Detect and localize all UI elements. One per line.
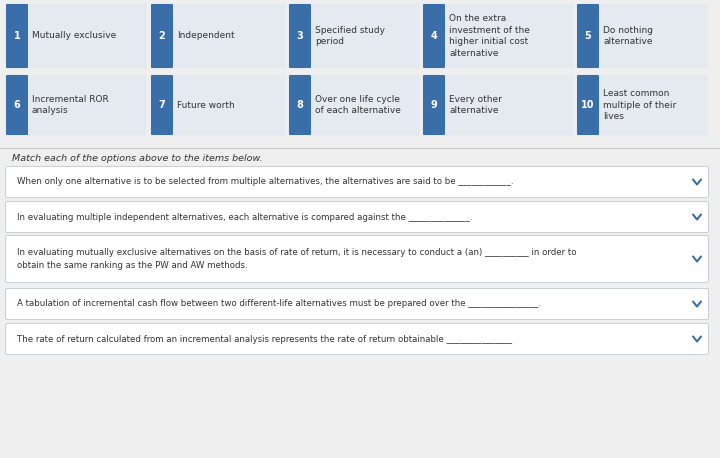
Text: 2: 2 bbox=[158, 31, 166, 41]
Text: Independent: Independent bbox=[177, 32, 235, 40]
FancyBboxPatch shape bbox=[6, 4, 28, 68]
Text: 5: 5 bbox=[585, 31, 591, 41]
FancyBboxPatch shape bbox=[6, 167, 708, 197]
Text: Specified study
period: Specified study period bbox=[315, 26, 385, 46]
Text: 1: 1 bbox=[14, 31, 20, 41]
FancyBboxPatch shape bbox=[151, 4, 173, 68]
FancyBboxPatch shape bbox=[6, 4, 146, 69]
FancyBboxPatch shape bbox=[6, 289, 708, 320]
Text: In evaluating mutually exclusive alternatives on the basis of rate of return, it: In evaluating mutually exclusive alterna… bbox=[17, 248, 577, 270]
FancyBboxPatch shape bbox=[150, 4, 286, 69]
FancyBboxPatch shape bbox=[423, 4, 445, 68]
FancyBboxPatch shape bbox=[151, 75, 173, 135]
FancyBboxPatch shape bbox=[6, 75, 28, 135]
FancyBboxPatch shape bbox=[289, 4, 311, 68]
Text: When only one alternative is to be selected from multiple alternatives, the alte: When only one alternative is to be selec… bbox=[17, 178, 513, 186]
Text: On the extra
investment of the
higher initial cost
alternative: On the extra investment of the higher in… bbox=[449, 14, 530, 58]
FancyBboxPatch shape bbox=[577, 4, 599, 68]
FancyBboxPatch shape bbox=[289, 75, 311, 135]
Text: A tabulation of incremental cash flow between two different-life alternatives mu: A tabulation of incremental cash flow be… bbox=[17, 300, 541, 309]
FancyBboxPatch shape bbox=[577, 75, 708, 136]
FancyBboxPatch shape bbox=[6, 202, 708, 233]
FancyBboxPatch shape bbox=[423, 75, 445, 135]
Text: 10: 10 bbox=[581, 100, 595, 110]
Text: Least common
multiple of their
lives: Least common multiple of their lives bbox=[603, 89, 676, 121]
Text: In evaluating multiple independent alternatives, each alternative is compared ag: In evaluating multiple independent alter… bbox=[17, 213, 472, 222]
FancyBboxPatch shape bbox=[577, 75, 599, 135]
FancyBboxPatch shape bbox=[6, 323, 708, 354]
FancyBboxPatch shape bbox=[423, 75, 574, 136]
Text: The rate of return calculated from an incremental analysis represents the rate o: The rate of return calculated from an in… bbox=[17, 334, 512, 344]
FancyBboxPatch shape bbox=[289, 75, 420, 136]
FancyBboxPatch shape bbox=[6, 75, 146, 136]
Text: Mutually exclusive: Mutually exclusive bbox=[32, 32, 116, 40]
Text: Future worth: Future worth bbox=[177, 100, 235, 109]
FancyBboxPatch shape bbox=[150, 75, 286, 136]
Text: Every other
alternative: Every other alternative bbox=[449, 95, 502, 115]
FancyBboxPatch shape bbox=[6, 235, 708, 283]
Text: 7: 7 bbox=[158, 100, 166, 110]
Text: 6: 6 bbox=[14, 100, 20, 110]
Text: Match each of the options above to the items below.: Match each of the options above to the i… bbox=[12, 154, 263, 163]
Text: Incremental ROR
analysis: Incremental ROR analysis bbox=[32, 95, 109, 115]
FancyBboxPatch shape bbox=[577, 4, 708, 69]
Text: 8: 8 bbox=[297, 100, 303, 110]
Text: 9: 9 bbox=[431, 100, 437, 110]
Text: 3: 3 bbox=[297, 31, 303, 41]
Text: Do nothing
alternative: Do nothing alternative bbox=[603, 26, 653, 46]
Text: 4: 4 bbox=[431, 31, 437, 41]
FancyBboxPatch shape bbox=[423, 4, 574, 69]
Text: Over one life cycle
of each alternative: Over one life cycle of each alternative bbox=[315, 95, 401, 115]
FancyBboxPatch shape bbox=[289, 4, 420, 69]
